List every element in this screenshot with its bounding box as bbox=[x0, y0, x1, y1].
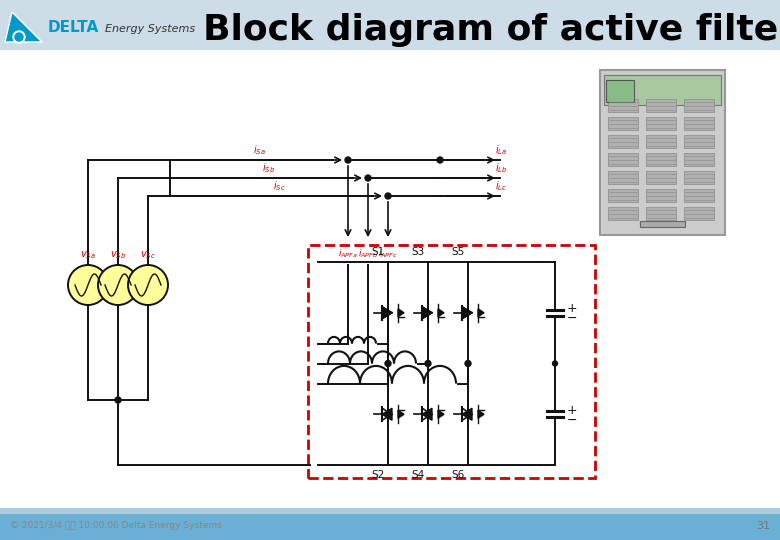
Bar bbox=[684, 135, 714, 148]
Text: S4: S4 bbox=[411, 470, 424, 480]
Polygon shape bbox=[478, 410, 484, 418]
Text: $i_{APFc}$: $i_{APFc}$ bbox=[378, 248, 398, 260]
Circle shape bbox=[437, 157, 443, 163]
Bar bbox=[684, 189, 714, 202]
Text: $i_{La}$: $i_{La}$ bbox=[495, 143, 507, 157]
Polygon shape bbox=[398, 309, 404, 317]
Bar bbox=[684, 117, 714, 130]
Text: −: − bbox=[567, 312, 577, 325]
Polygon shape bbox=[462, 408, 472, 420]
Circle shape bbox=[385, 361, 391, 367]
Text: +: + bbox=[567, 302, 578, 315]
Bar bbox=[608, 189, 638, 202]
Circle shape bbox=[15, 33, 23, 41]
Polygon shape bbox=[0, 50, 780, 508]
Text: $v_{Sa}$: $v_{Sa}$ bbox=[80, 249, 96, 261]
Text: $i_{Sa}$: $i_{Sa}$ bbox=[253, 143, 265, 157]
Bar bbox=[684, 207, 714, 220]
Circle shape bbox=[385, 193, 391, 199]
Circle shape bbox=[98, 265, 138, 305]
Bar bbox=[608, 153, 638, 166]
Circle shape bbox=[465, 361, 471, 367]
Bar bbox=[608, 117, 638, 130]
Bar bbox=[608, 207, 638, 220]
Bar bbox=[646, 99, 676, 112]
Bar bbox=[646, 207, 676, 220]
Bar bbox=[646, 153, 676, 166]
Polygon shape bbox=[478, 309, 484, 317]
Bar bbox=[646, 189, 676, 202]
Text: S6: S6 bbox=[452, 470, 465, 480]
Bar bbox=[684, 153, 714, 166]
Bar bbox=[646, 135, 676, 148]
Polygon shape bbox=[382, 307, 392, 319]
Polygon shape bbox=[0, 512, 780, 540]
Bar bbox=[608, 99, 638, 112]
Bar bbox=[684, 99, 714, 112]
Circle shape bbox=[345, 157, 351, 163]
Polygon shape bbox=[382, 408, 392, 420]
Bar bbox=[646, 117, 676, 130]
Bar bbox=[608, 135, 638, 148]
Text: −: − bbox=[567, 414, 577, 427]
Text: S2: S2 bbox=[371, 470, 385, 480]
Bar bbox=[604, 75, 721, 105]
Polygon shape bbox=[0, 508, 780, 514]
Text: S5: S5 bbox=[452, 247, 465, 257]
Bar bbox=[684, 171, 714, 184]
Text: $i_{APFb}$: $i_{APFb}$ bbox=[358, 248, 378, 260]
Polygon shape bbox=[5, 12, 42, 42]
Polygon shape bbox=[438, 309, 444, 317]
Bar bbox=[606, 80, 634, 102]
Polygon shape bbox=[462, 307, 472, 319]
Circle shape bbox=[115, 397, 121, 403]
Circle shape bbox=[13, 31, 25, 43]
Text: S3: S3 bbox=[411, 247, 424, 257]
Polygon shape bbox=[422, 307, 432, 319]
Polygon shape bbox=[0, 0, 780, 50]
Circle shape bbox=[128, 265, 168, 305]
Text: $i_{APFa}$: $i_{APFa}$ bbox=[339, 248, 358, 260]
Text: © 2021/3/4 上午 10:00:06 Delta Energy Systems: © 2021/3/4 上午 10:00:06 Delta Energy Syst… bbox=[10, 522, 222, 530]
Bar bbox=[646, 171, 676, 184]
Bar bbox=[608, 171, 638, 184]
Text: $v_{Sc}$: $v_{Sc}$ bbox=[140, 249, 156, 261]
Text: 31: 31 bbox=[756, 521, 770, 531]
Text: DELTA: DELTA bbox=[48, 19, 99, 35]
Text: $i_{Sb}$: $i_{Sb}$ bbox=[263, 161, 275, 175]
Text: Block diagram of active filter: Block diagram of active filter bbox=[204, 13, 780, 47]
Circle shape bbox=[365, 175, 371, 181]
Text: $v_{Sb}$: $v_{Sb}$ bbox=[110, 249, 126, 261]
Bar bbox=[640, 221, 685, 227]
Text: $i_{Sc}$: $i_{Sc}$ bbox=[273, 179, 285, 193]
Circle shape bbox=[425, 361, 431, 367]
Text: $i_{Lc}$: $i_{Lc}$ bbox=[495, 179, 507, 193]
Circle shape bbox=[552, 361, 558, 366]
Polygon shape bbox=[422, 408, 432, 420]
Bar bbox=[600, 70, 725, 235]
Polygon shape bbox=[438, 410, 444, 418]
Circle shape bbox=[68, 265, 108, 305]
Text: Energy Systems: Energy Systems bbox=[105, 24, 195, 34]
Text: S1: S1 bbox=[371, 247, 385, 257]
Text: $i_{Lb}$: $i_{Lb}$ bbox=[495, 161, 508, 175]
Text: +: + bbox=[567, 404, 578, 417]
Polygon shape bbox=[398, 410, 404, 418]
